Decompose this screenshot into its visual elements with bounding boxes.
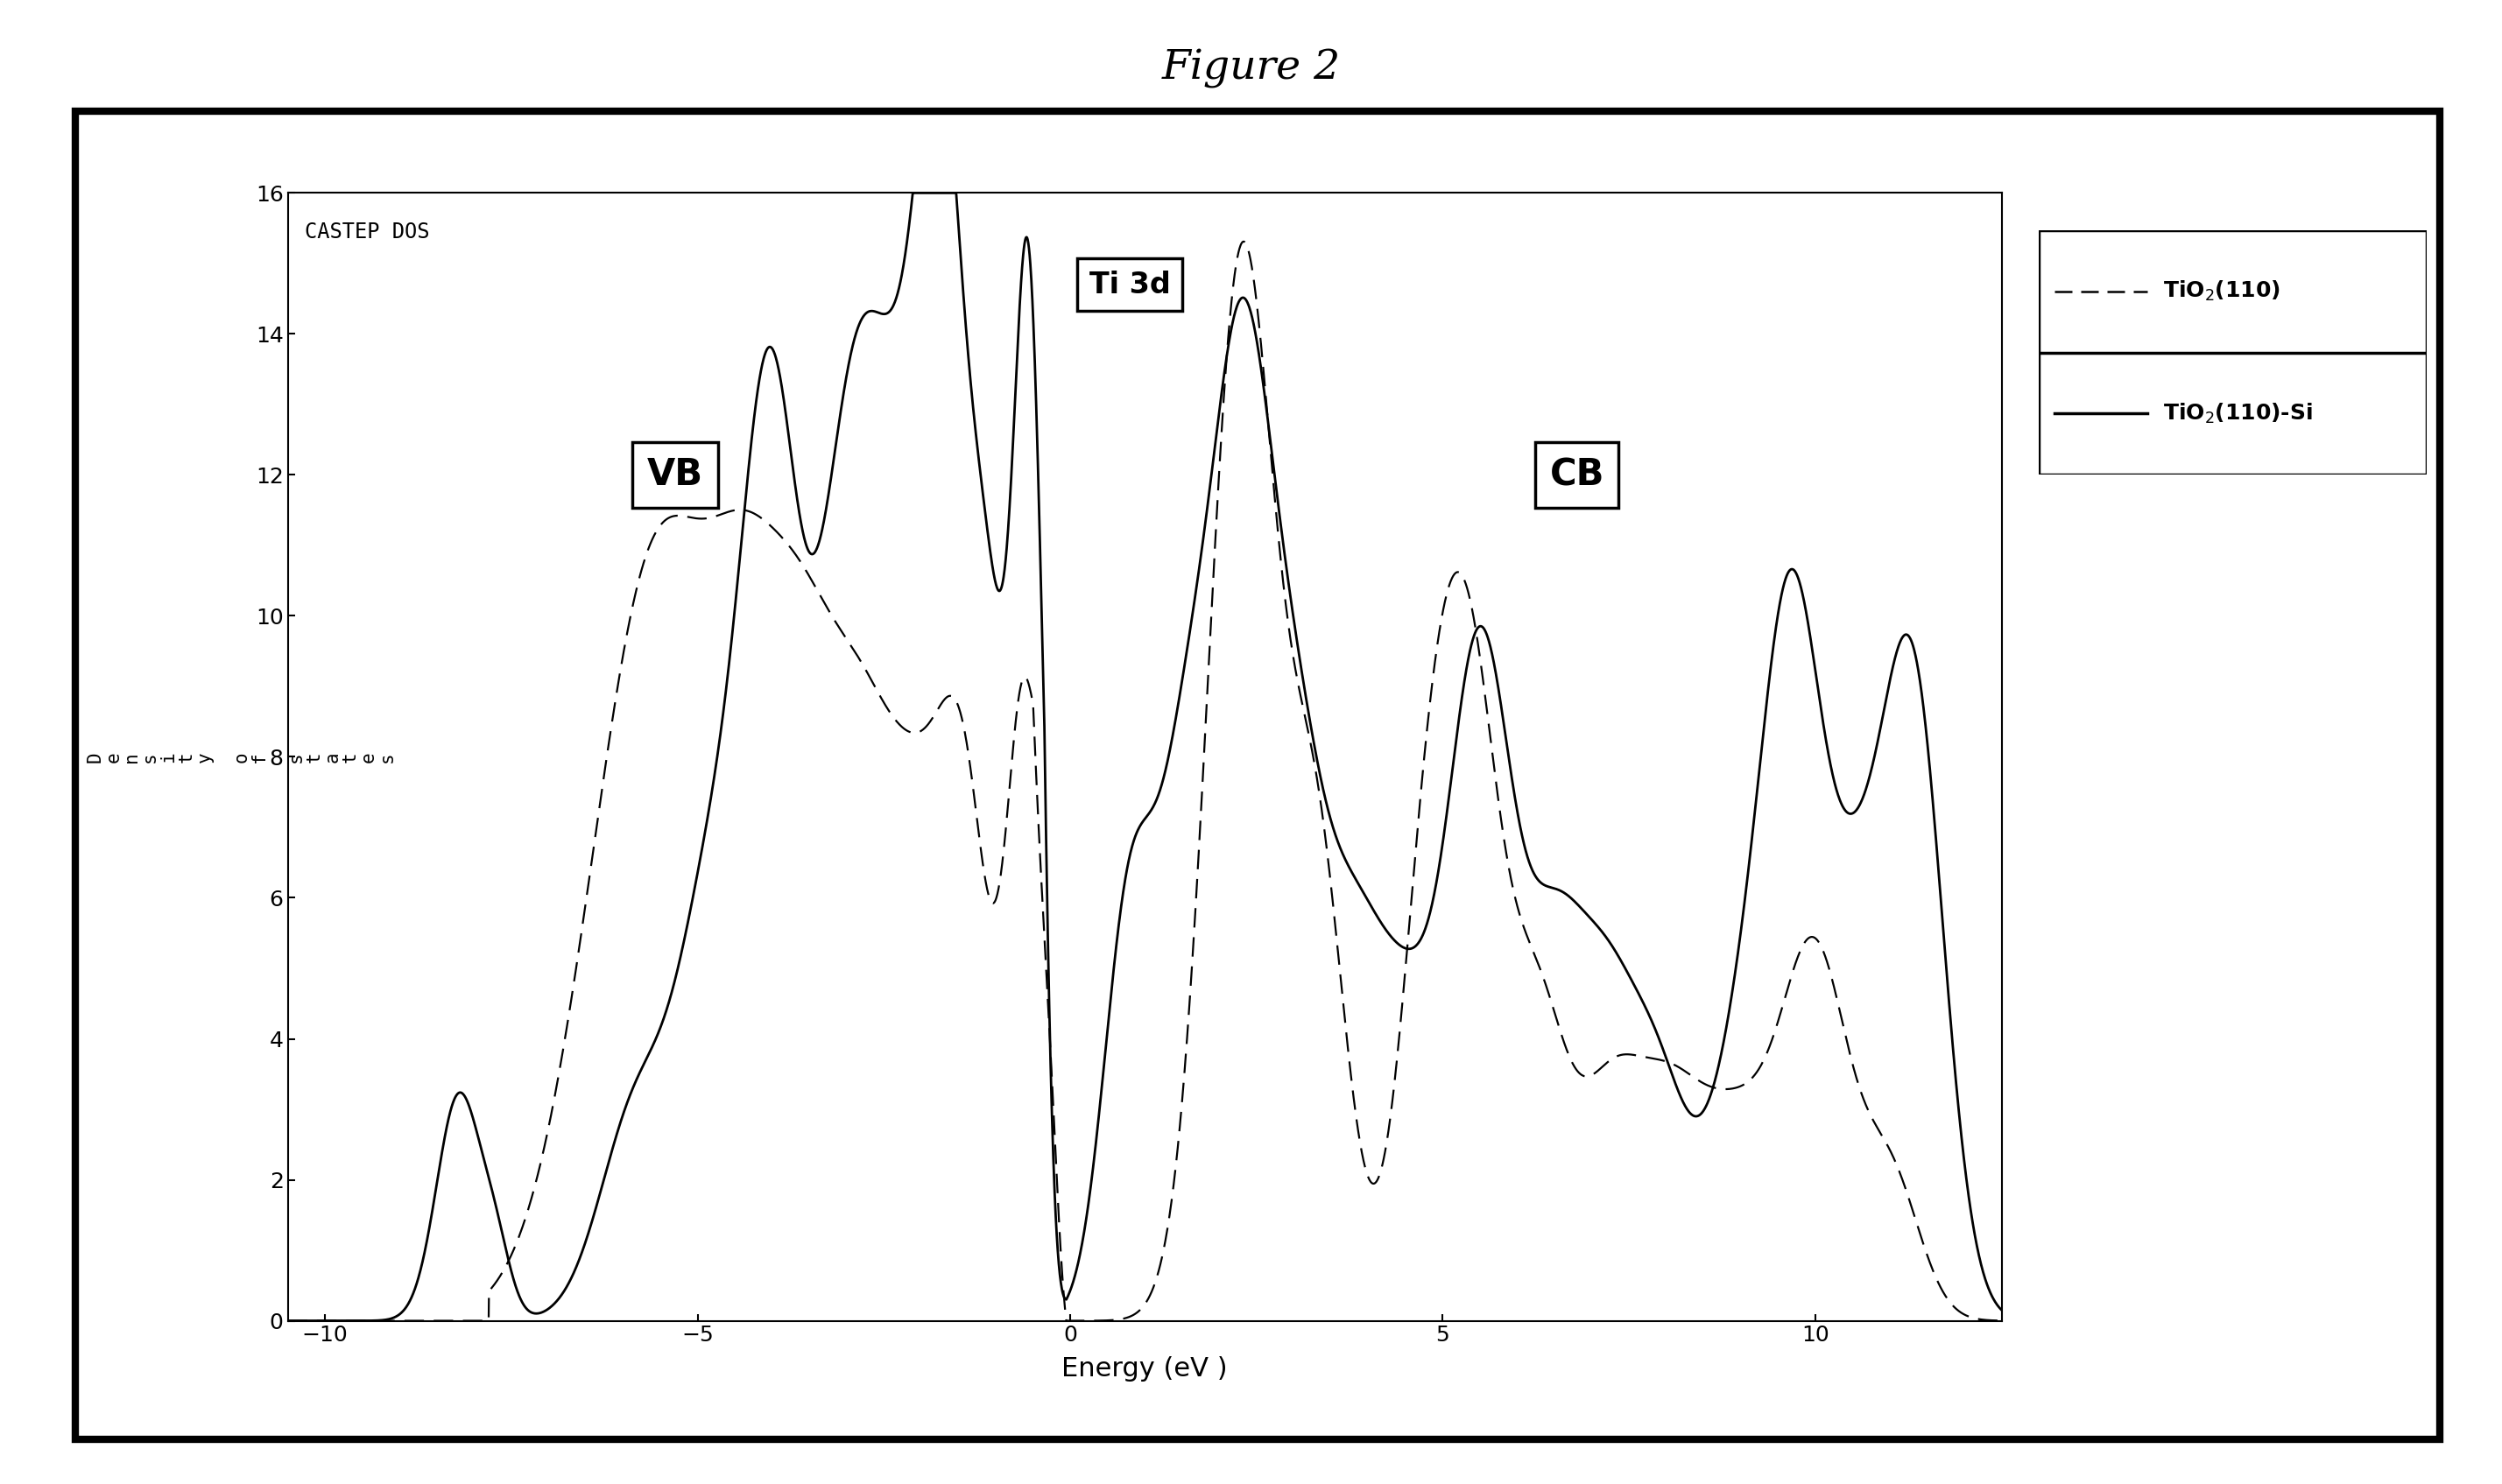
Text: CASTEP DOS: CASTEP DOS: [305, 221, 430, 242]
X-axis label: Energy (eV ): Energy (eV ): [1061, 1356, 1228, 1382]
Text: TiO$_2$(110): TiO$_2$(110): [2164, 279, 2279, 303]
Text: Figure 2: Figure 2: [1161, 49, 1341, 89]
Text: TiO$_2$(110)-Si: TiO$_2$(110)-Si: [2164, 402, 2312, 426]
Y-axis label: D
e
n
s
i
t
y

o
f

s
t
a
t
e
s: D e n s i t y o f s t a t e s: [88, 751, 395, 763]
Text: CB: CB: [1549, 457, 1604, 493]
Text: VB: VB: [648, 457, 703, 493]
Text: Ti 3d: Ti 3d: [1088, 270, 1171, 298]
